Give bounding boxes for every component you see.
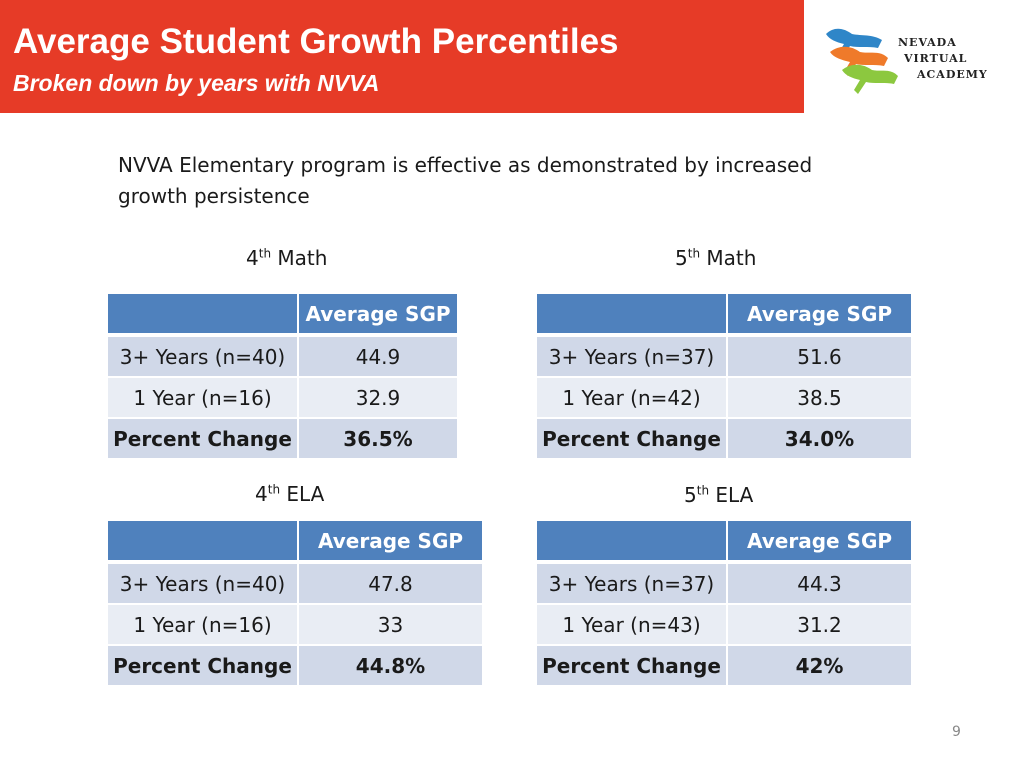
row-value: 33 bbox=[298, 604, 483, 645]
table-header-row: Average SGP bbox=[107, 293, 458, 336]
row-value: 51.6 bbox=[727, 336, 912, 377]
row-label: 3+ Years (n=37) bbox=[536, 563, 727, 604]
row-label: Percent Change bbox=[107, 418, 298, 459]
table-row: Percent Change 34.0% bbox=[536, 418, 912, 459]
row-value: 47.8 bbox=[298, 563, 483, 604]
header-empty-cell bbox=[536, 520, 727, 563]
table-row: Percent Change 44.8% bbox=[107, 645, 483, 686]
row-label: 3+ Years (n=40) bbox=[107, 563, 298, 604]
row-label: 1 Year (n=43) bbox=[536, 604, 727, 645]
heading-grade: 5 bbox=[684, 483, 697, 507]
header-empty-cell bbox=[107, 520, 298, 563]
heading-subject: Math bbox=[277, 246, 328, 270]
table-4th-ela: Average SGP 3+ Years (n=40) 47.8 1 Year (… bbox=[107, 520, 483, 686]
heading-5th-math: 5th Math bbox=[675, 246, 756, 270]
table-header-row: Average SGP bbox=[536, 520, 912, 563]
table-row: 3+ Years (n=37) 51.6 bbox=[536, 336, 912, 377]
table-row: 3+ Years (n=40) 44.9 bbox=[107, 336, 458, 377]
row-value: 38.5 bbox=[727, 377, 912, 418]
row-value: 34.0% bbox=[727, 418, 912, 459]
page-number: 9 bbox=[952, 724, 961, 740]
heading-4th-math: 4th Math bbox=[246, 246, 327, 270]
logo-wordmark: NEVADA VIRTUAL ACADEMY bbox=[898, 35, 988, 83]
row-label: 1 Year (n=16) bbox=[107, 377, 298, 418]
heading-5th-ela: 5th ELA bbox=[684, 483, 753, 507]
row-label: Percent Change bbox=[536, 418, 727, 459]
horses-icon bbox=[826, 28, 898, 94]
header-empty-cell bbox=[107, 293, 298, 336]
header-cell: Average SGP bbox=[298, 293, 458, 336]
table-row: 1 Year (n=42) 38.5 bbox=[536, 377, 912, 418]
row-value: 44.3 bbox=[727, 563, 912, 604]
row-label: 1 Year (n=42) bbox=[536, 377, 727, 418]
row-label: 3+ Years (n=40) bbox=[107, 336, 298, 377]
table-header-row: Average SGP bbox=[107, 520, 483, 563]
heading-subject: Math bbox=[706, 246, 757, 270]
heading-4th-ela: 4th ELA bbox=[255, 482, 324, 506]
title-bar: Average Student Growth Percentiles Broke… bbox=[0, 0, 804, 113]
heading-subject: ELA bbox=[715, 483, 754, 507]
header-cell: Average SGP bbox=[298, 520, 483, 563]
heading-subject: ELA bbox=[286, 482, 325, 506]
heading-ordinal: th bbox=[267, 482, 281, 497]
heading-ordinal: th bbox=[687, 246, 701, 261]
table-header-row: Average SGP bbox=[536, 293, 912, 336]
heading-ordinal: th bbox=[696, 483, 710, 498]
logo-line-2: VIRTUAL bbox=[904, 52, 968, 65]
table-row: 1 Year (n=16) 33 bbox=[107, 604, 483, 645]
table-row: 3+ Years (n=40) 47.8 bbox=[107, 563, 483, 604]
slide-title: Average Student Growth Percentiles bbox=[13, 22, 619, 61]
row-value: 31.2 bbox=[727, 604, 912, 645]
intro-text: NVVA Elementary program is effective as … bbox=[118, 153, 813, 208]
row-value: 36.5% bbox=[298, 418, 458, 459]
logo-line-1: NEVADA bbox=[898, 36, 957, 49]
header-empty-cell bbox=[536, 293, 727, 336]
row-label: Percent Change bbox=[107, 645, 298, 686]
logo-line-3: ACADEMY bbox=[917, 68, 988, 81]
row-value: 44.8% bbox=[298, 645, 483, 686]
row-label: 1 Year (n=16) bbox=[107, 604, 298, 645]
heading-grade: 5 bbox=[675, 246, 688, 270]
row-label: 3+ Years (n=37) bbox=[536, 336, 727, 377]
table-5th-ela: Average SGP 3+ Years (n=37) 44.3 1 Year (… bbox=[536, 520, 912, 686]
heading-grade: 4 bbox=[246, 246, 259, 270]
table-row: Percent Change 42% bbox=[536, 645, 912, 686]
heading-grade: 4 bbox=[255, 482, 268, 506]
row-value: 32.9 bbox=[298, 377, 458, 418]
header-cell: Average SGP bbox=[727, 293, 912, 336]
table-4th-math: Average SGP 3+ Years (n=40) 44.9 1 Year (… bbox=[107, 293, 458, 459]
table-row: Percent Change 36.5% bbox=[107, 418, 458, 459]
table-5th-math: Average SGP 3+ Years (n=37) 51.6 1 Year (… bbox=[536, 293, 912, 459]
table-row: 1 Year (n=16) 32.9 bbox=[107, 377, 458, 418]
header-cell: Average SGP bbox=[727, 520, 912, 563]
row-value: 44.9 bbox=[298, 336, 458, 377]
table-row: 1 Year (n=43) 31.2 bbox=[536, 604, 912, 645]
table-row: 3+ Years (n=37) 44.3 bbox=[536, 563, 912, 604]
slide-subtitle: Broken down by years with NVVA bbox=[13, 70, 380, 96]
heading-ordinal: th bbox=[258, 246, 272, 261]
nevada-virtual-academy-logo: NEVADA VIRTUAL ACADEMY bbox=[822, 20, 1007, 100]
row-value: 42% bbox=[727, 645, 912, 686]
row-label: Percent Change bbox=[536, 645, 727, 686]
